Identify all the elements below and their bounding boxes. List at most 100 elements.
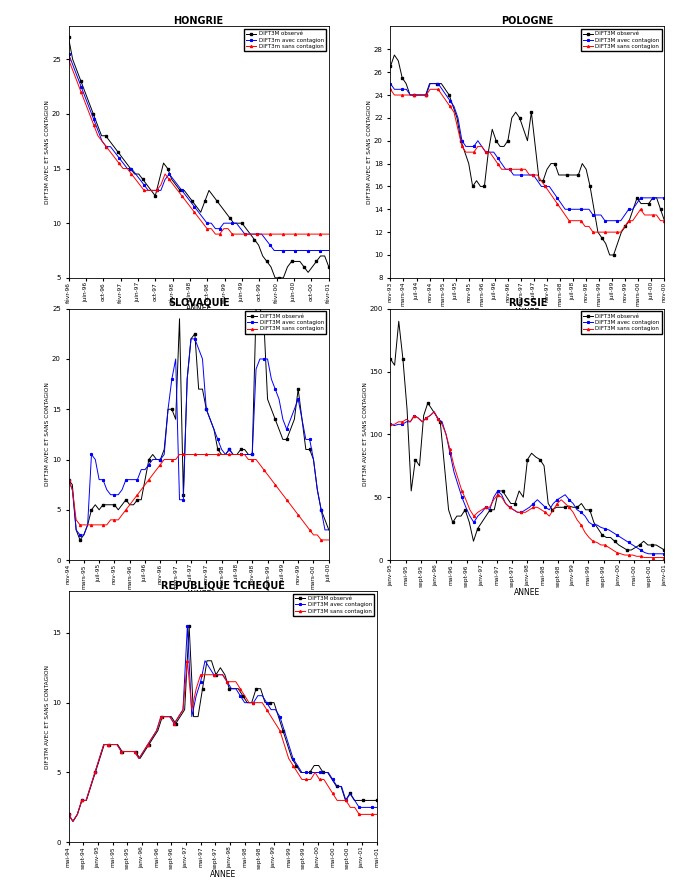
DIFT3m sans contagion — [212, 228, 220, 239]
Line: DIFT3M observé: DIFT3M observé — [67, 36, 330, 279]
DIFT3M observé — [390, 49, 399, 60]
DIFT3M sans contagion — [474, 507, 482, 518]
DIFT3M observé — [140, 746, 149, 757]
DIFT3M sans contagion — [223, 676, 231, 687]
DIFT3M observé — [386, 61, 395, 71]
DIFT3M observé — [337, 781, 345, 792]
Y-axis label: DIFT3M AVEC ET SANS CONTAGION: DIFT3M AVEC ET SANS CONTAGION — [45, 383, 51, 486]
DIFT3M avec contagion — [450, 101, 458, 112]
DIFT3M sans contagion — [660, 215, 669, 226]
Line: DIFT3M observé: DIFT3M observé — [389, 54, 666, 256]
Y-axis label: DIFT3M AVEC ET SANS CONTAGION: DIFT3M AVEC ET SANS CONTAGION — [363, 383, 368, 486]
DIFT3M sans contagion — [506, 502, 514, 512]
DIFT3M observé — [523, 136, 532, 146]
Title: REPUBLIQUE TCHEQUE: REPUBLIQUE TCHEQUE — [161, 580, 284, 590]
DIFT3M avec contagion — [506, 502, 514, 512]
DIFT3M sans contagion — [364, 809, 372, 819]
DIFT3M avec contagion — [64, 475, 73, 485]
DIFT3m avec contagion — [321, 245, 329, 256]
DIFT3M avec contagion — [373, 802, 381, 812]
Legend: DIFT3M observé, DIFT3M avec contagion, DIFT3M sans contagion: DIFT3M observé, DIFT3M avec contagion, D… — [245, 311, 326, 333]
Title: SLOVAQUIE: SLOVAQUIE — [168, 298, 229, 308]
Line: DIFT3M avec contagion: DIFT3M avec contagion — [67, 624, 378, 823]
DIFT3M observé — [373, 796, 381, 806]
DIFT3M avec contagion — [118, 484, 126, 495]
DIFT3M sans contagion — [625, 549, 633, 560]
DIFT3m sans contagion — [195, 213, 203, 223]
Title: RUSSIE: RUSSIE — [508, 298, 547, 308]
Line: DIFT3M avec contagion: DIFT3M avec contagion — [389, 410, 666, 555]
DIFT3M avec contagion — [321, 525, 329, 535]
DIFT3M avec contagion — [386, 78, 395, 89]
DIFT3M sans contagion — [660, 552, 669, 563]
DIFT3m avec contagion — [245, 228, 253, 239]
DIFT3M sans contagion — [386, 419, 395, 430]
DIFT3M observé — [97, 131, 105, 141]
DIFT3M observé — [64, 32, 73, 42]
X-axis label: ANNEE: ANNEE — [186, 590, 212, 599]
Line: DIFT3m avec contagion: DIFT3m avec contagion — [67, 52, 330, 252]
DIFT3M sans contagion — [430, 407, 438, 417]
Line: DIFT3M sans contagion: DIFT3M sans contagion — [67, 660, 378, 822]
DIFT3M sans contagion — [541, 507, 549, 518]
DIFT3M observé — [109, 739, 117, 750]
DIFT3M observé — [229, 218, 238, 228]
DIFT3M observé — [325, 525, 333, 535]
DIFT3M observé — [555, 169, 563, 180]
Line: DIFT3M sans contagion: DIFT3M sans contagion — [67, 453, 330, 541]
DIFT3M sans contagion — [77, 796, 86, 806]
DIFT3M sans contagion — [258, 698, 266, 708]
DIFT3M sans contagion — [114, 514, 123, 525]
X-axis label: ANNEE: ANNEE — [186, 304, 212, 313]
DIFT3M avec contagion — [625, 204, 633, 214]
Line: DIFT3M sans contagion: DIFT3M sans contagion — [389, 88, 666, 233]
DIFT3m avec contagion — [195, 207, 203, 218]
DIFT3M observé — [395, 316, 403, 326]
DIFT3M observé — [653, 192, 661, 203]
DIFT3M sans contagion — [64, 809, 73, 819]
DIFT3m sans contagion — [325, 228, 333, 239]
DIFT3M sans contagion — [317, 534, 325, 545]
DIFT3M avec contagion — [76, 529, 84, 540]
DIFT3m avec contagion — [144, 185, 152, 196]
DIFT3M avec contagion — [386, 419, 395, 430]
DIFT3M sans contagion — [351, 802, 359, 812]
DIFT3M avec contagion — [258, 691, 266, 701]
DIFT3M observé — [234, 218, 242, 228]
DIFT3m sans contagion — [144, 185, 152, 196]
Line: DIFT3M observé: DIFT3M observé — [389, 320, 666, 551]
DIFT3M observé — [88, 505, 96, 515]
DIFT3M avec contagion — [660, 192, 669, 203]
DIFT3M observé — [271, 273, 279, 283]
DIFT3M observé — [623, 545, 631, 556]
DIFT3M observé — [243, 698, 251, 708]
X-axis label: ANNEE: ANNEE — [514, 308, 540, 317]
DIFT3M sans contagion — [422, 413, 430, 423]
DIFT3M avec contagion — [325, 525, 333, 535]
DIFT3M avec contagion — [430, 407, 438, 417]
DIFT3m sans contagion — [64, 54, 73, 64]
DIFT3M sans contagion — [218, 449, 226, 460]
DIFT3m avec contagion — [64, 49, 73, 59]
Title: HONGRIE: HONGRIE — [173, 16, 224, 26]
DIFT3M observé — [660, 215, 669, 226]
DIFT3M avec contagion — [68, 816, 77, 826]
DIFT3M observé — [606, 250, 614, 260]
Title: POLOGNE: POLOGNE — [501, 16, 553, 26]
DIFT3M observé — [192, 201, 201, 212]
DIFT3M sans contagion — [175, 449, 184, 460]
DIFT3m sans contagion — [186, 201, 195, 212]
DIFT3M avec contagion — [541, 502, 549, 512]
DIFT3M observé — [429, 78, 438, 89]
DIFT3M avec contagion — [351, 796, 359, 806]
DIFT3M sans contagion — [621, 221, 629, 232]
DIFT3M avec contagion — [660, 549, 669, 559]
DIFT3M sans contagion — [470, 146, 478, 157]
DIFT3M sans contagion — [640, 552, 649, 563]
DIFT3M avec contagion — [645, 549, 653, 559]
DIFT3M observé — [162, 711, 171, 721]
X-axis label: ANNEE: ANNEE — [210, 871, 236, 879]
DIFT3m avec contagion — [186, 196, 195, 206]
Line: DIFT3m sans contagion: DIFT3m sans contagion — [67, 58, 330, 235]
DIFT3M observé — [398, 72, 406, 83]
